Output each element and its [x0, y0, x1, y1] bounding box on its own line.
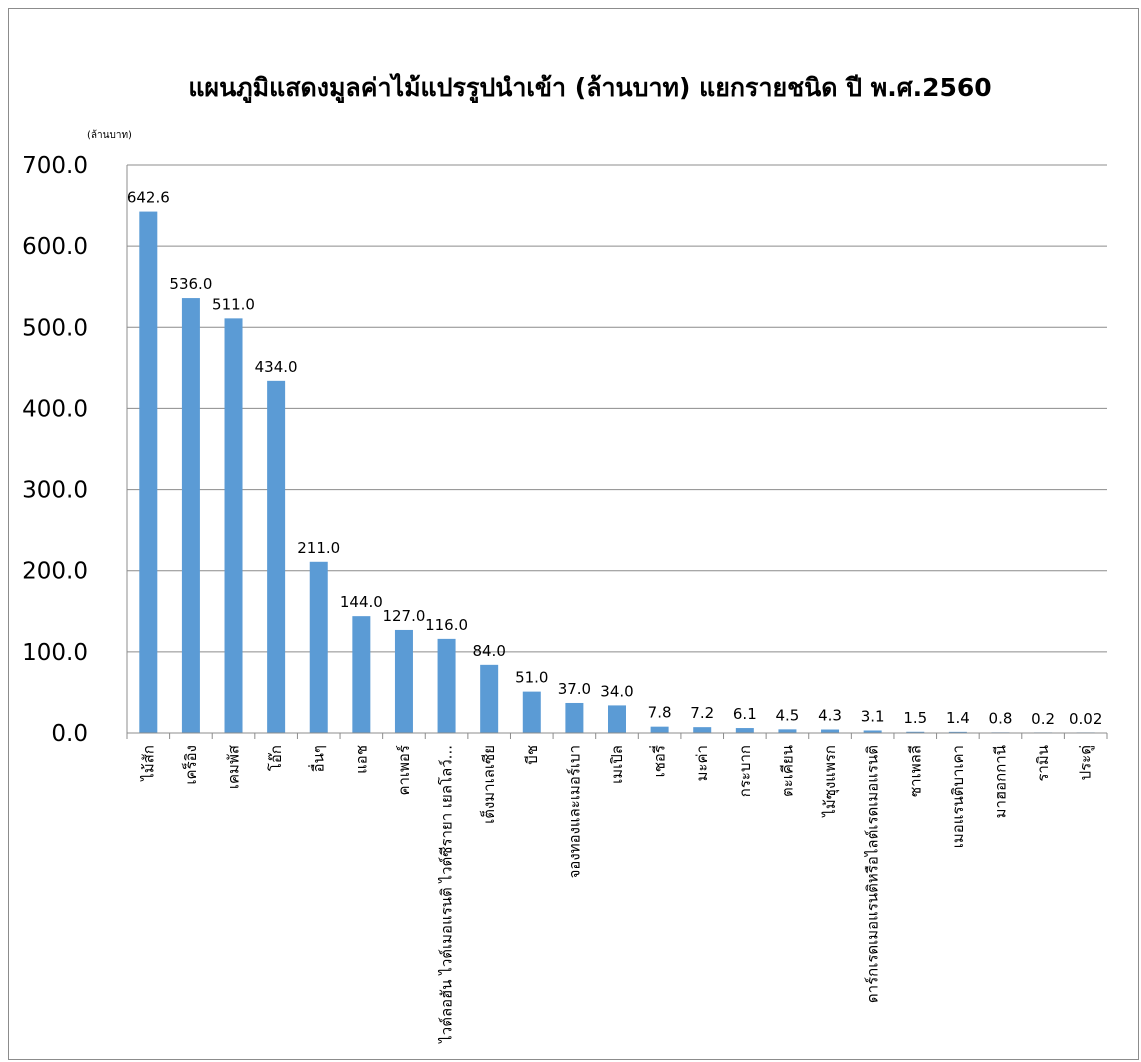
bar: [224, 318, 243, 733]
bar: [565, 702, 584, 733]
data-label: 0.2: [1031, 710, 1055, 728]
category-label: เคร็อิง: [181, 745, 200, 785]
bar: [821, 729, 840, 733]
category-label: กระบาก: [736, 745, 754, 797]
data-label: 37.0: [558, 680, 591, 698]
category-label: มะค่า: [693, 745, 711, 781]
data-label: 211.0: [297, 539, 340, 557]
data-label: 34.0: [600, 682, 633, 700]
y-tick-label: 400.0: [22, 396, 88, 422]
data-label: 6.1: [733, 705, 757, 723]
category-label: เมเปิล: [608, 745, 626, 784]
category-label: แอช: [352, 745, 370, 774]
category-label: ซาเพลลี: [906, 745, 924, 797]
category-label: โอ๊ก: [267, 745, 285, 771]
category-label: คาเพอร์: [395, 745, 413, 796]
axes: [126, 165, 1108, 739]
bar: [948, 731, 967, 733]
category-label: มาฮอกกานี: [991, 745, 1009, 818]
data-label: 7.2: [690, 704, 714, 722]
data-label: 511.0: [212, 295, 255, 313]
data-label: 116.0: [425, 616, 468, 634]
y-tick-label: 0.0: [51, 721, 88, 747]
data-label: 1.4: [946, 709, 970, 727]
bar: [906, 731, 925, 733]
category-label: อื่นๆ: [308, 745, 328, 772]
data-label: 51.0: [515, 669, 548, 687]
bar: [352, 616, 371, 733]
data-label: 84.0: [472, 642, 505, 660]
category-label: เต็งมาเลเซีย: [479, 745, 498, 824]
y-tick-label: 300.0: [22, 478, 88, 504]
category-label: ไวต์ลอฮัน ไวต์เมอแรนติ ไวต์ซีรายา เยลโลว…: [438, 745, 456, 1044]
y-tick-label: 100.0: [22, 640, 88, 666]
data-label: 4.3: [818, 707, 842, 725]
category-label: ประดู่: [1077, 745, 1095, 780]
category-label: ไม้ซุงแพรก: [821, 745, 840, 818]
data-label: 127.0: [382, 607, 425, 625]
category-label: ตะเคียน: [778, 745, 796, 797]
category-label: บีช: [523, 745, 541, 765]
bar: [863, 730, 882, 733]
chart-title: แผนภูมิแสดงมูลค่าไม้แปรรูปนำเข้า (ล้านบา…: [188, 73, 992, 102]
data-label: 7.8: [648, 704, 672, 722]
data-label: 434.0: [255, 358, 298, 376]
bar: [139, 211, 158, 734]
data-label: 0.02: [1069, 710, 1102, 728]
y-tick-label: 500.0: [22, 315, 88, 341]
data-label: 3.1: [861, 707, 885, 725]
bar: [437, 638, 456, 733]
y-tick-label: 200.0: [22, 559, 88, 585]
data-label: 4.5: [776, 706, 800, 724]
data-label: 0.8: [989, 709, 1013, 727]
data-label: 642.6: [127, 189, 170, 207]
bar: [181, 298, 200, 733]
category-label: เมอแรนติบาเคา: [949, 745, 967, 848]
data-label: 144.0: [340, 593, 383, 611]
category-label: เชอรี่: [649, 745, 669, 777]
data-label: 536.0: [169, 275, 212, 293]
bar: [735, 728, 754, 733]
bar: [693, 727, 712, 733]
y-tick-label: 600.0: [22, 234, 88, 260]
labels: 0.0 100.0 200.0 300.0 400.0 500.0 600.0 700.0 64…: [22, 153, 1102, 1044]
unit-label: (ล้านบาท): [87, 130, 132, 141]
gridlines: [127, 164, 1107, 653]
bar: [608, 705, 626, 733]
category-label: จองทองและเมอร์เบา: [565, 745, 583, 878]
bar: [522, 691, 541, 733]
data-label: 1.5: [903, 709, 927, 727]
category-label: เคมพัส: [225, 745, 243, 789]
bar: [778, 729, 797, 733]
bar: [267, 380, 286, 733]
bar: [480, 664, 499, 733]
bar: [309, 561, 328, 733]
bar: [650, 726, 669, 733]
category-label: ดาร์กเรดเมอแรนติหรือไลต์เรดเมอแรนติ: [864, 745, 882, 1003]
category-label: รามิน: [1034, 745, 1052, 782]
bars: [139, 211, 1095, 734]
y-tick-label: 700.0: [22, 153, 88, 179]
bar: [394, 629, 413, 733]
category-label: ไม้สัก: [139, 745, 157, 782]
